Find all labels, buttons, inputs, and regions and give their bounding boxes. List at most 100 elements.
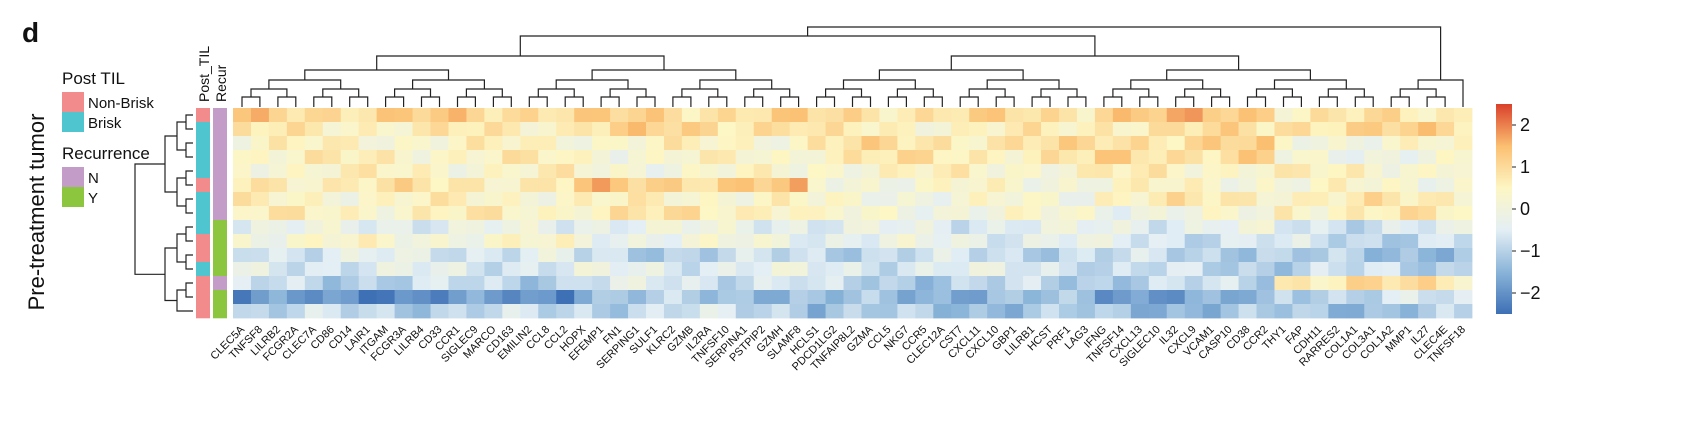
heatmap-cell (1220, 262, 1239, 277)
heatmap-cell (304, 248, 324, 263)
heatmap-cell (592, 248, 611, 263)
heatmap-cell (1346, 290, 1365, 305)
heatmap-cell (592, 262, 611, 277)
heatmap-cell (520, 234, 539, 249)
heatmap-cell (789, 192, 809, 207)
annotation-recur-cell (213, 248, 227, 263)
heatmap-cell (753, 136, 773, 151)
heatmap-cell (897, 276, 916, 291)
column-dendrogram (241, 26, 1464, 107)
heatmap-cell (430, 220, 449, 235)
heatmap-cell (1005, 108, 1024, 123)
heatmap-cell (1256, 234, 1275, 249)
heatmap-cell (646, 136, 665, 151)
heatmap-cell (250, 290, 270, 305)
heatmap-cell (340, 262, 360, 277)
heatmap-cell (1148, 164, 1168, 179)
heatmap-cell (1418, 206, 1437, 221)
heatmap-cell (502, 276, 521, 291)
dendrogram-branch (672, 96, 692, 107)
heatmap-cell (484, 150, 503, 165)
heatmap-cell (987, 192, 1006, 207)
annotation-post-til-cell (196, 136, 210, 151)
heatmap-cell (646, 192, 665, 207)
heatmap-cell (538, 262, 557, 277)
heatmap-cell (987, 290, 1006, 305)
heatmap-cell (1202, 108, 1222, 123)
annotation-label-post-til: Post_TIL (196, 46, 212, 102)
heatmap-cell (1346, 304, 1365, 319)
heatmap-cell (520, 136, 539, 151)
heatmap-cell (1220, 136, 1239, 151)
heatmap-cell (1166, 276, 1186, 291)
heatmap-cell (520, 164, 539, 179)
heatmap-cell (915, 206, 934, 221)
heatmap-cell (1005, 122, 1024, 137)
heatmap-cell (735, 206, 755, 221)
heatmap-cell (735, 234, 755, 249)
heatmap-cell (592, 276, 611, 291)
heatmap-cell (789, 122, 809, 137)
heatmap-cell (250, 150, 270, 165)
heatmap-cell (1328, 248, 1347, 263)
heatmap-cell (825, 192, 844, 207)
heatmap-cell (771, 108, 791, 123)
heatmap-cell (1382, 178, 1401, 193)
heatmap-cell (897, 220, 916, 235)
dendrogram-branch (1040, 88, 1078, 97)
heatmap-cell (825, 150, 844, 165)
heatmap-cell (1076, 122, 1096, 137)
heatmap-cell (789, 108, 809, 123)
heatmap-cell (1076, 206, 1096, 221)
heatmap-cell (933, 136, 952, 151)
heatmap-cell (1041, 220, 1060, 235)
heatmap-cell (412, 220, 431, 235)
heatmap-cell (1310, 304, 1329, 319)
heatmap-cell (789, 206, 809, 221)
heatmap-cell (1238, 178, 1257, 193)
heatmap-cell (897, 136, 916, 151)
heatmap-cell (861, 192, 880, 207)
heatmap-cell (484, 304, 503, 319)
heatmap-cell (502, 108, 521, 123)
heatmap-cell (430, 290, 449, 305)
heatmap-cell (1023, 206, 1042, 221)
heatmap-cell (1112, 178, 1132, 193)
heatmap-cell (1041, 262, 1060, 277)
annotation-post-til-cell (196, 206, 210, 221)
heatmap-cell (987, 304, 1006, 319)
heatmap-cell (1400, 248, 1419, 263)
heatmap-cell (233, 178, 252, 193)
heatmap-cell (376, 164, 396, 179)
annotation-post-til-cell (196, 192, 210, 207)
heatmap-cell (466, 248, 485, 263)
heatmap-cell (233, 234, 252, 249)
heatmap-cell (592, 206, 611, 221)
heatmap-cell (394, 276, 413, 291)
annotation-post-til-cell (196, 248, 210, 263)
annotation-recur-cell (213, 206, 227, 221)
dendrogram-branch (1318, 96, 1338, 107)
heatmap-cell (304, 220, 324, 235)
heatmap-cell (466, 234, 485, 249)
heatmap-cell (286, 290, 306, 305)
heatmap-cell (861, 304, 880, 319)
heatmap-cell (663, 108, 683, 123)
heatmap-cell (1041, 234, 1060, 249)
heatmap-cell (484, 178, 503, 193)
heatmap-cell (233, 276, 252, 291)
heatmap-cell (574, 136, 593, 151)
heatmap-cell (663, 220, 683, 235)
heatmap-cell (1436, 276, 1455, 291)
heatmap-cell (1184, 234, 1204, 249)
heatmap-cell (951, 234, 970, 249)
heatmap-cell (1418, 248, 1437, 263)
heatmap-cell (520, 122, 539, 137)
heatmap-cell (681, 304, 701, 319)
heatmap-cell (1023, 122, 1042, 137)
heatmap-cell (1328, 234, 1347, 249)
heatmap-cell (448, 220, 467, 235)
heatmap-cell (1005, 178, 1024, 193)
heatmap-cell (520, 192, 539, 207)
heatmap-cell (717, 192, 737, 207)
